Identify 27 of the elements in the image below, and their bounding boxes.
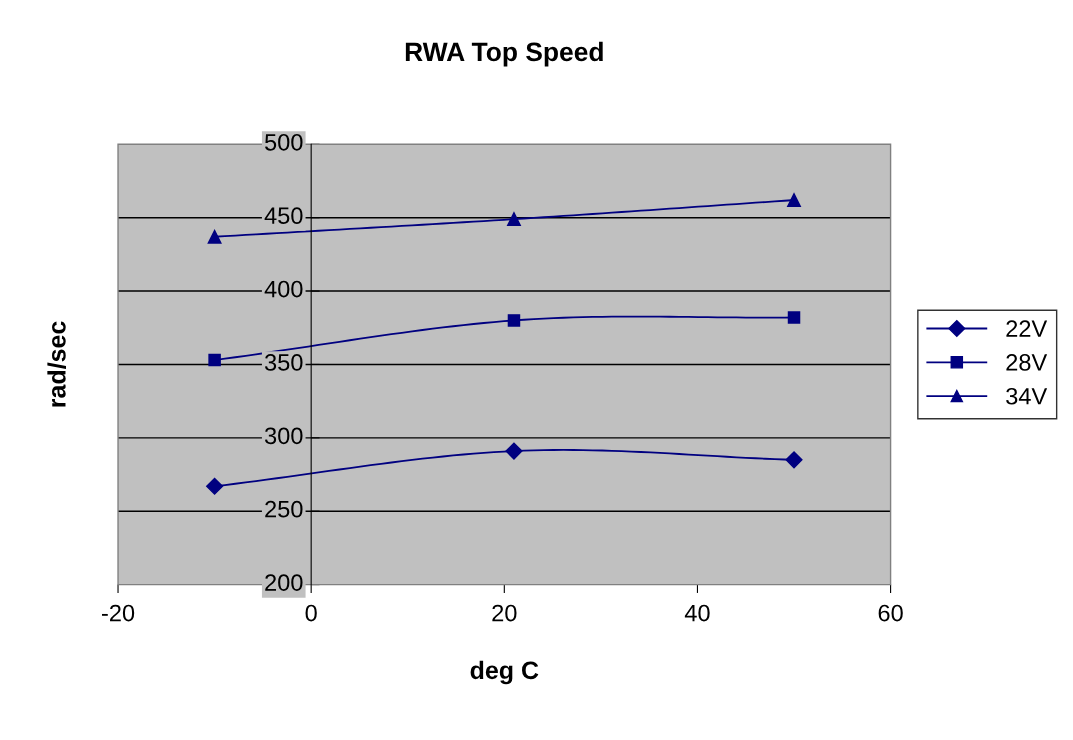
y-tick-label: 350 — [264, 354, 303, 371]
legend-label: 22V — [1006, 320, 1048, 337]
point — [208, 353, 221, 367]
y-tick-label: 300 — [264, 427, 303, 445]
point — [507, 212, 521, 227]
x-tick-label: 40 — [684, 604, 710, 622]
legend-label: 34V — [1006, 387, 1048, 405]
y-tick-label: 450 — [264, 207, 303, 225]
y-tick-label: 500 — [265, 133, 303, 151]
x-tick-label: 0 — [305, 604, 317, 622]
y-tick-label: 400 — [264, 280, 303, 298]
x-tick-label: 60 — [878, 604, 903, 622]
x-axis-title: deg C — [470, 660, 539, 685]
y-tick-label: 200 — [265, 574, 303, 591]
point — [207, 229, 222, 244]
x-tick-label: 20 — [492, 604, 517, 622]
point — [787, 311, 801, 324]
point — [507, 314, 521, 327]
y-axis-title: rad/sec — [47, 321, 66, 407]
point — [785, 451, 803, 469]
point — [206, 477, 224, 495]
y-tick-label: 250 — [265, 500, 303, 518]
legend-label: 28V — [1006, 354, 1048, 371]
point — [787, 193, 801, 208]
chart-title: RWA Top Speed — [405, 41, 603, 67]
point — [505, 442, 523, 460]
x-tick-label: -20 — [102, 604, 135, 622]
